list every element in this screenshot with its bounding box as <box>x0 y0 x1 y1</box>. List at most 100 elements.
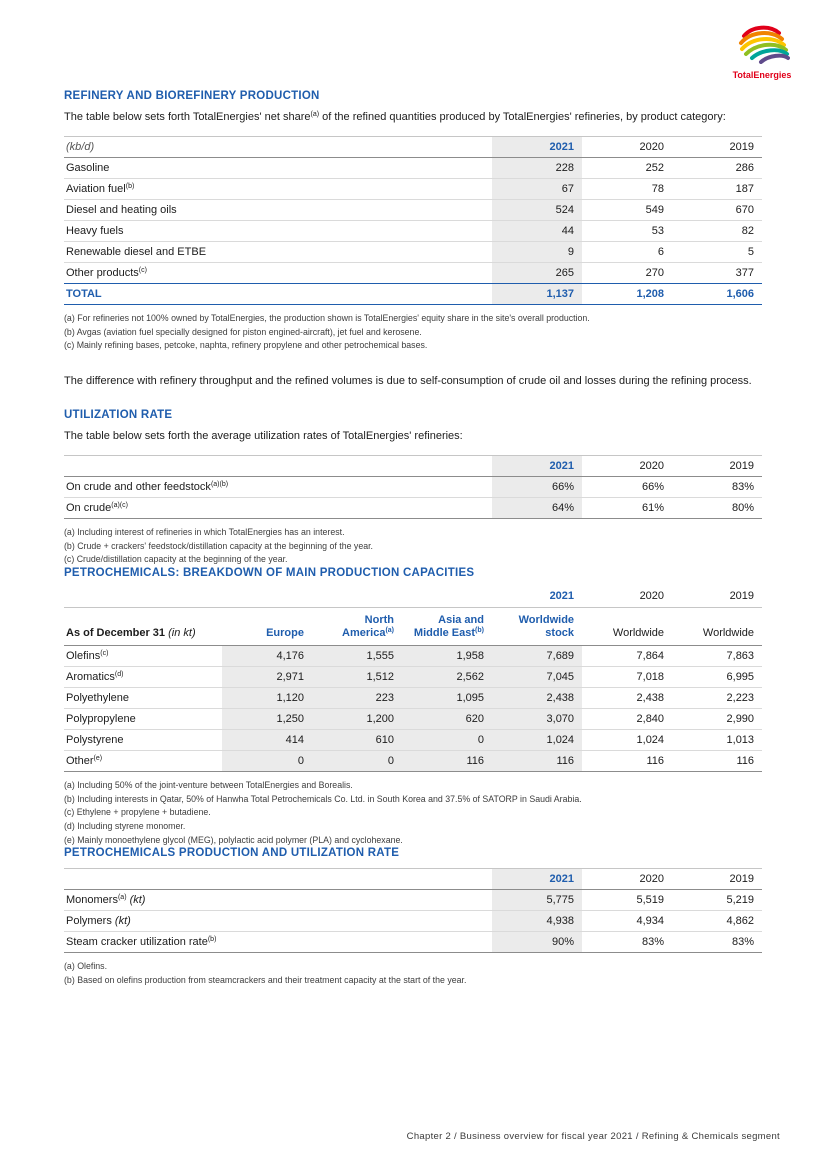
table-row: Gasoline 228 252 286 <box>64 157 762 179</box>
value-cell: 1,512 <box>312 666 402 689</box>
table-row: Aromatics(d) 2,971 1,512 2,562 7,045 7,0… <box>64 666 763 689</box>
row-header-label: As of December 31 (in kt) <box>64 607 222 647</box>
column-header-row: As of December 31 (in kt) Europe North A… <box>64 607 763 647</box>
value-cell: 1,606 <box>672 283 762 305</box>
table-row: Heavy fuels 44 53 82 <box>64 220 762 242</box>
utilization-rate-table: 2021 2020 2019 On crude and other feedst… <box>64 454 762 519</box>
value-cell: 1,024 <box>582 729 673 752</box>
column-header-worldwide-2020: Worldwide <box>582 607 673 647</box>
value-cell: 377 <box>735 267 754 279</box>
footnote: (c) Mainly refining bases, petcoke, naph… <box>64 340 428 351</box>
table-row: Polymers (kt) 4,938 4,934 4,862 <box>64 910 762 933</box>
value-cell: 7,863 <box>672 645 763 668</box>
value-cell: 4,862 <box>672 910 762 933</box>
value-cell: 7,045 <box>492 666 583 689</box>
footnote: (a) For refineries not 100% owned by Tot… <box>64 313 590 323</box>
row-label: Monomers(a) (kt) <box>64 889 492 912</box>
year-header-2020: 2020 <box>582 587 673 608</box>
refinery-production-table: (kb/d) 2021 2020 2019 Gasoline 228 252 2… <box>64 136 762 305</box>
value-cell: 116 <box>402 750 492 773</box>
empty-header <box>64 454 492 477</box>
footnote: (d) Including styrene monomer. <box>64 821 186 831</box>
year-header-2021: 2021 <box>222 587 583 608</box>
refinery-intro: The table below sets forth TotalEnergies… <box>64 111 726 123</box>
row-label: Polymers (kt) <box>64 910 492 933</box>
petrochemicals-production-table: 2021 2020 2019 Monomers(a) (kt) 5,775 5,… <box>64 868 762 954</box>
value-cell: 1,095 <box>402 687 492 710</box>
table-row: On crude and other feedstock(a)(b) 66% 6… <box>64 476 762 498</box>
table-row: Polypropylene 1,250 1,200 620 3,070 2,84… <box>64 708 763 731</box>
value-cell: 83% <box>672 931 762 954</box>
value-cell: 1,200 <box>312 708 402 731</box>
column-header-europe: Europe <box>222 607 312 647</box>
footnote-ref: (a) <box>310 111 320 118</box>
value-cell: 2,990 <box>672 708 763 731</box>
empty-header <box>64 587 222 608</box>
value-cell: 53 <box>582 220 672 242</box>
value-cell: 4,176 <box>222 645 312 668</box>
value-cell: 1,208 <box>582 283 672 305</box>
footnote: (a) Olefins. <box>64 961 108 972</box>
value-cell: 0 <box>312 750 402 773</box>
value-cell: 4,938 <box>492 910 582 933</box>
value-cell: 270 <box>645 267 664 279</box>
row-label: Heavy fuels <box>64 220 492 242</box>
value-cell: 116 <box>492 750 583 773</box>
value-cell: 2,562 <box>402 666 492 689</box>
value-cell: 5 <box>672 241 762 263</box>
footnote-ref: (b) <box>125 183 135 190</box>
value-cell: 187 <box>672 178 762 200</box>
utilization-intro: The table below sets forth the average u… <box>64 429 463 442</box>
table-header-row: 2021 2020 2019 <box>64 454 762 477</box>
value-cell: 83% <box>582 931 672 954</box>
table-row: Steam cracker utilization rate(b) 90% 83… <box>64 931 762 954</box>
report-page: REFINERY AND BIOREFINERY PRODUCTION The … <box>64 90 763 985</box>
table-row: Other(e) 0 0 116 116 116 116 <box>64 750 763 773</box>
table-header-row: 2021 2020 2019 <box>64 868 762 891</box>
footnote: (a) Including interest of refineries in … <box>64 526 345 537</box>
value-cell: 223 <box>312 687 402 710</box>
value-cell: 3,070 <box>492 708 583 731</box>
table-row: On crude(a)(c) 64% 61% 80% <box>64 497 762 519</box>
footnote: (b) Avgas (aviation fuel specially desig… <box>64 326 422 337</box>
footnote-ref: (a) <box>385 626 394 634</box>
row-label: Gasoline <box>64 157 492 179</box>
value-cell: 66% <box>582 476 672 498</box>
total-row: TOTAL 1,137 1,208 1,606 <box>64 283 762 305</box>
value-cell: 620 <box>402 708 492 731</box>
value-cell: 2,840 <box>582 708 673 731</box>
row-label: On crude and other feedstock(a)(b) <box>64 476 492 498</box>
table-row: Polystyrene 414 610 0 1,024 1,024 1,013 <box>64 729 763 752</box>
refinery-footnotes: (a) For refineries not 100% owned by Tot… <box>64 312 762 353</box>
value-cell: 66% <box>492 476 582 498</box>
table-header-row: (kb/d) 2021 2020 2019 <box>64 136 762 158</box>
footnote: (b) Based on olefins production from ste… <box>64 974 467 985</box>
year-header-2019: 2019 <box>672 587 763 608</box>
row-label: Aviation fuel(b) <box>64 178 492 200</box>
year-header-2020: 2020 <box>582 136 672 158</box>
year-header-2020: 2020 <box>582 868 672 891</box>
column-header-worldwide-stock: Worldwide stock <box>492 607 583 647</box>
footnote-ref: (c) <box>100 650 109 658</box>
table-row: Aviation fuel(b) 67 78 187 <box>64 178 762 200</box>
value-cell: 2,971 <box>222 666 312 689</box>
footnote-ref: (a)(b) <box>210 480 229 488</box>
value-cell: 67 <box>492 178 582 200</box>
value-cell: 1,555 <box>312 645 402 668</box>
value-cell: 1,137 <box>492 283 582 305</box>
year-header-2019: 2019 <box>672 136 762 158</box>
value-cell: 286 <box>672 157 762 179</box>
year-header-2019: 2019 <box>672 868 762 891</box>
year-group-row: 2021 2020 2019 <box>64 587 763 608</box>
footnote-ref: (a) <box>117 894 127 902</box>
footnote: (c) Crude/distillation capacity at the b… <box>64 554 288 565</box>
year-header-2021: 2021 <box>492 868 582 891</box>
footnote-ref: (c) <box>138 267 147 274</box>
value-cell: 90% <box>492 931 582 954</box>
value-cell: 7,689 <box>492 645 583 668</box>
value-cell: 78 <box>582 178 672 200</box>
row-label: TOTAL <box>64 283 492 305</box>
brand-name: TotalEnergies <box>732 70 792 80</box>
section-title-utilization-rate: UTILIZATION RATE <box>64 408 173 421</box>
value-cell: 6 <box>582 241 672 263</box>
